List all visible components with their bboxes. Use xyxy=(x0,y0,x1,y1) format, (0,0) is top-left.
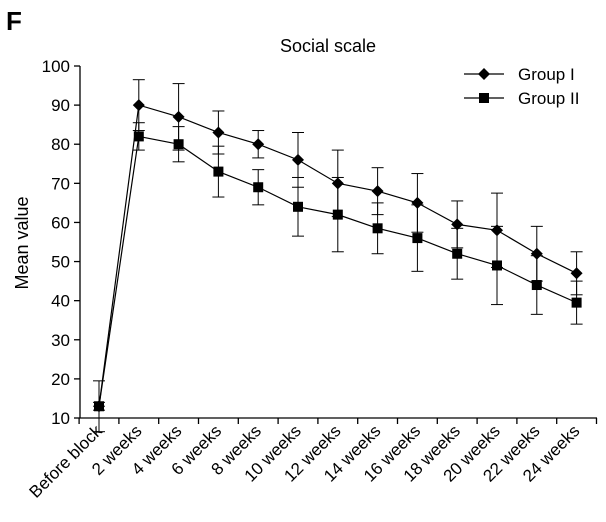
data-point xyxy=(252,138,265,151)
data-point xyxy=(132,99,145,112)
legend-marker xyxy=(479,93,489,103)
data-point xyxy=(133,131,144,142)
data-point xyxy=(372,223,383,234)
data-point xyxy=(412,233,423,244)
data-point xyxy=(530,247,543,260)
chart-title: Social scale xyxy=(280,36,376,56)
data-point xyxy=(213,166,224,177)
data-point xyxy=(452,248,463,259)
legend-label: Group II xyxy=(518,89,579,108)
series-2 xyxy=(93,122,583,412)
data-point xyxy=(411,196,424,209)
data-point xyxy=(172,110,185,123)
data-point xyxy=(94,401,104,412)
data-point xyxy=(371,185,384,198)
data-point xyxy=(492,260,502,271)
legend-item: Group II xyxy=(464,89,579,108)
y-tick-label: 10 xyxy=(51,409,70,428)
data-point xyxy=(570,267,583,280)
legend-marker xyxy=(478,68,490,80)
data-point xyxy=(332,209,343,220)
y-tick-label: 80 xyxy=(51,135,70,154)
y-tick-label: 70 xyxy=(51,174,70,193)
y-tick-label: 50 xyxy=(51,253,70,272)
plot-area xyxy=(93,79,583,433)
series-1 xyxy=(93,79,583,433)
data-point xyxy=(293,201,303,212)
legend-item: Group I xyxy=(464,65,575,84)
data-point xyxy=(292,153,304,166)
data-point xyxy=(212,126,225,139)
data-point xyxy=(571,297,582,308)
legend-label: Group I xyxy=(518,65,575,84)
legend: Group I Group II xyxy=(464,65,579,108)
y-tick-label: 40 xyxy=(51,292,70,311)
data-point xyxy=(451,218,464,231)
y-tick-label: 30 xyxy=(51,331,70,350)
data-point xyxy=(173,139,184,150)
data-point xyxy=(531,280,542,291)
y-tick-label: 100 xyxy=(42,57,70,76)
y-tick-label: 20 xyxy=(51,370,70,389)
panel-label: F xyxy=(6,6,22,36)
y-axis-label: Mean value xyxy=(12,196,32,289)
data-point xyxy=(253,182,264,193)
y-tick-label: 60 xyxy=(51,213,70,232)
y-tick-label: 90 xyxy=(51,96,70,115)
